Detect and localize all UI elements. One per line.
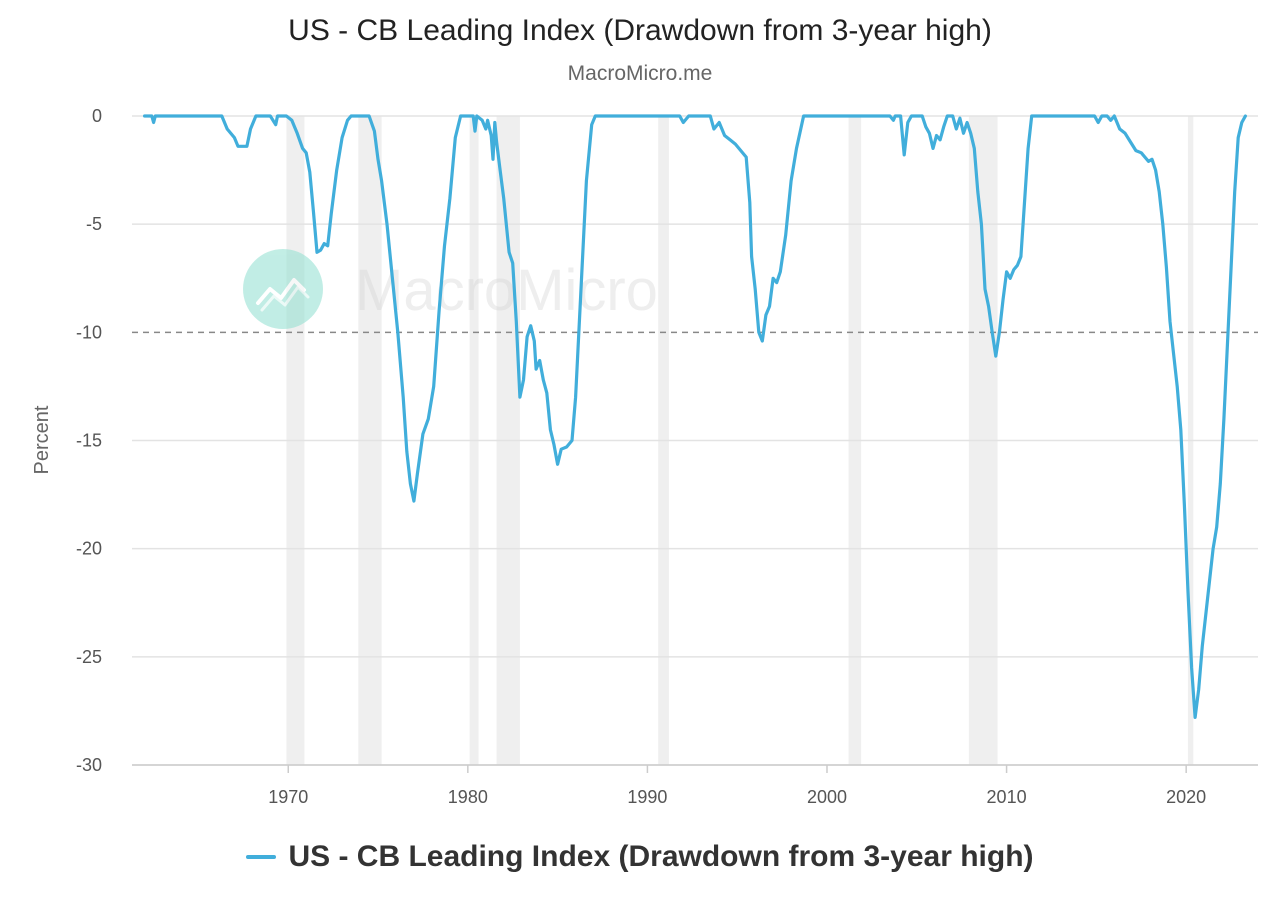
x-axis: 1970 1980 1990 2000 2010 2020: [132, 764, 1258, 807]
y-tick-label: -5: [86, 214, 102, 234]
chart-plot: MacroMicro 1970 1980 1990 2000 2010 2020 0 -5 -…: [31, 106, 1258, 807]
y-tick-label: -30: [76, 755, 102, 775]
chart-subtitle: MacroMicro.me: [567, 62, 713, 85]
y-tick-label: -20: [76, 539, 102, 559]
x-tick-label: 1980: [448, 787, 488, 807]
svg-text:MacroMicro: MacroMicro: [355, 258, 658, 323]
x-tick-label: 2000: [807, 787, 847, 807]
y-axis: 0 -5 -10 -15 -20 -25 -30: [76, 106, 102, 775]
y-tick-label: -15: [76, 431, 102, 451]
y-tick-label: 0: [92, 106, 102, 126]
x-tick-label: 2020: [1166, 787, 1206, 807]
legend[interactable]: US - CB Leading Index (Drawdown from 3-y…: [0, 840, 1280, 874]
x-tick-label: 1970: [268, 787, 308, 807]
y-tick-label: -10: [76, 322, 102, 342]
x-tick-label: 1990: [627, 787, 667, 807]
legend-label: US - CB Leading Index (Drawdown from 3-y…: [288, 840, 1034, 873]
legend-swatch: [246, 855, 277, 859]
series-layer: [143, 114, 1247, 719]
y-axis-title: Percent: [31, 405, 53, 474]
chart-title: US - CB Leading Index (Drawdown from 3-y…: [288, 14, 992, 47]
watermark: MacroMicro: [243, 249, 658, 329]
series-line: [143, 114, 1247, 719]
x-tick-label: 2010: [987, 787, 1027, 807]
y-tick-label: -25: [76, 647, 102, 667]
